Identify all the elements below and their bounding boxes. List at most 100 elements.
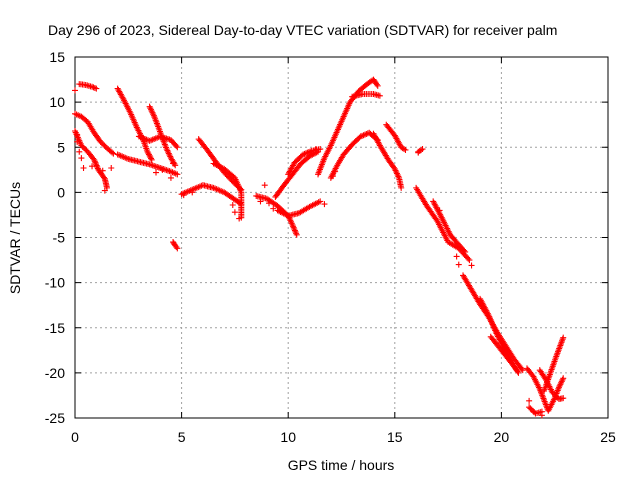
data-point (290, 223, 297, 230)
data-point (180, 192, 187, 199)
chart-title: Day 296 of 2023, Sidereal Day-to-day VTE… (48, 22, 557, 38)
data-point (145, 150, 152, 157)
data-point (148, 156, 155, 163)
x-tick-label: 25 (600, 429, 616, 445)
y-axis-label: SDTVAR / TECUs (7, 182, 23, 294)
data-point (321, 201, 328, 208)
data-point (91, 158, 98, 165)
data-point (357, 133, 364, 140)
data-point (373, 81, 380, 88)
data-point (462, 248, 469, 255)
data-point (100, 174, 107, 181)
data-point (89, 83, 96, 90)
data-point (92, 159, 99, 166)
data-point (293, 230, 300, 237)
data-point (146, 152, 153, 159)
data-point (415, 149, 422, 156)
data-point (153, 169, 160, 176)
data-point (360, 132, 367, 139)
data-point (231, 209, 238, 216)
data-point (174, 245, 181, 252)
data-point (465, 255, 472, 262)
data-point (307, 148, 314, 155)
x-tick-label: 20 (494, 429, 510, 445)
y-tick-label: -10 (45, 275, 65, 291)
data-point (305, 149, 312, 156)
data-point (468, 262, 475, 269)
data-point (74, 131, 81, 138)
data-point (291, 227, 298, 234)
data-point (398, 184, 405, 191)
data-point (89, 163, 96, 170)
grid-lines (75, 57, 608, 418)
x-tick-label: 0 (71, 429, 79, 445)
data-point (91, 156, 98, 163)
data-point (418, 146, 425, 153)
data-point (312, 146, 319, 153)
data-point (229, 202, 236, 209)
y-tick-label: 10 (49, 94, 65, 110)
data-point (560, 375, 567, 382)
data-series-sdtvar (72, 76, 567, 419)
data-point (93, 85, 100, 92)
y-tick-label: 5 (57, 139, 65, 155)
data-point (313, 149, 320, 156)
data-point (302, 150, 309, 157)
x-tick-label: 10 (280, 429, 296, 445)
y-tick-label: -20 (45, 365, 65, 381)
data-point (461, 247, 468, 254)
x-tick-label: 15 (387, 429, 403, 445)
data-point (173, 243, 180, 250)
data-point (266, 200, 273, 207)
x-axis-label: GPS time / hours (288, 457, 395, 473)
data-point (436, 207, 443, 214)
data-point (76, 148, 83, 155)
data-point (401, 146, 408, 153)
y-tick-label: -25 (45, 410, 65, 426)
data-point (236, 215, 243, 222)
data-point (292, 228, 299, 235)
data-point (515, 369, 522, 376)
y-tick-label: 15 (49, 49, 65, 65)
data-point (453, 253, 460, 260)
data-point (526, 397, 533, 404)
y-tick-label: 0 (57, 184, 65, 200)
data-point (289, 221, 296, 228)
data-point (304, 149, 311, 156)
data-point (293, 231, 300, 238)
data-point (332, 168, 339, 175)
data-point (329, 173, 336, 180)
data-point (167, 174, 174, 181)
data-point (291, 226, 298, 233)
data-point (554, 394, 561, 401)
data-point (402, 146, 409, 153)
data-point (530, 408, 537, 415)
data-point (99, 167, 106, 174)
data-point (466, 257, 473, 264)
data-point (109, 149, 116, 156)
data-point (455, 261, 462, 268)
data-point (78, 155, 85, 162)
data-point (300, 151, 307, 158)
data-point (144, 148, 151, 155)
data-point (148, 155, 155, 162)
y-tick-label: -5 (53, 230, 66, 246)
data-point (519, 367, 526, 374)
data-point (93, 161, 100, 168)
data-point (90, 84, 97, 91)
data-point (538, 412, 545, 419)
data-point (512, 364, 519, 371)
data-point (518, 365, 525, 372)
data-point (270, 205, 277, 212)
data-point (513, 366, 520, 373)
data-point (376, 92, 383, 99)
data-point (101, 187, 108, 194)
data-point (74, 138, 81, 145)
data-point (72, 87, 78, 94)
axis-ticks: 0 5 10 15 20 25 -25 -20 -15 -10 -5 0 5 10 15 (45, 49, 616, 445)
data-point (174, 144, 181, 151)
data-point (290, 224, 297, 231)
data-point (173, 143, 180, 150)
data-point (108, 165, 115, 172)
